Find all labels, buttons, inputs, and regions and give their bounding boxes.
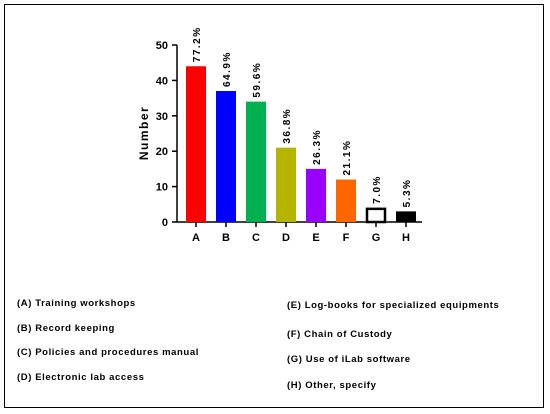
data-label-g: 7.0% (372, 175, 383, 204)
x-tick-label-e: E (312, 232, 319, 244)
legend-item-e: (E) Log-books for specialized equipments (287, 300, 500, 311)
legend-item-f: (F) Chain of Custody (287, 329, 393, 340)
y-tick-label: 30 (156, 111, 168, 123)
y-tick-label: 20 (156, 146, 168, 158)
legend-item-a: (A) Training workshops (17, 298, 136, 309)
bar-a (186, 66, 206, 223)
y-tick-label: 10 (156, 182, 168, 194)
legend-item-c: (C) Policies and procedures manual (17, 347, 199, 358)
x-tick-label-d: D (282, 232, 290, 244)
chart-data-labels: 77.2% 64.9% 59.6% 36.8% 26.3% 21.1% 7.0% 5.3% (192, 26, 413, 207)
bar-e (306, 168, 326, 222)
data-label-a: 77.2% (192, 26, 203, 62)
legend-item-h: (H) Other, specify (287, 380, 377, 391)
bar-g (365, 207, 387, 224)
bar-d (276, 147, 296, 222)
y-tick-label: 0 (162, 217, 168, 229)
x-tick-label-g: G (372, 232, 381, 244)
bar-c (246, 101, 266, 222)
x-tick-label-h: H (402, 232, 410, 244)
y-axis-label: Number (137, 106, 151, 160)
chart-bars (186, 66, 416, 224)
legend-item-d: (D) Electronic lab access (17, 372, 145, 383)
bar-f (336, 179, 356, 222)
data-label-f: 21.1% (342, 140, 353, 176)
x-tick-label-f: F (343, 232, 350, 244)
chart-axes: 0 10 20 30 40 50 A B C D E F G H (156, 40, 422, 244)
x-tick-label-b: B (222, 232, 230, 244)
data-label-h: 5.3% (402, 179, 413, 208)
data-label-d: 36.8% (282, 108, 293, 144)
bar-h (396, 211, 416, 222)
x-tick-label-c: C (252, 232, 260, 244)
y-tick-label: 40 (156, 75, 168, 87)
y-tick-label: 50 (156, 40, 168, 52)
legend-item-b: (B) Record keeping (17, 323, 115, 334)
legend-item-g: (G) Use of iLab software (287, 354, 411, 365)
bar-b (216, 91, 236, 223)
figure-frame (4, 4, 544, 408)
data-label-b: 64.9% (222, 51, 233, 87)
data-label-e: 26.3% (312, 129, 323, 165)
data-label-c: 59.6% (252, 62, 263, 98)
x-tick-label-a: A (192, 232, 200, 244)
